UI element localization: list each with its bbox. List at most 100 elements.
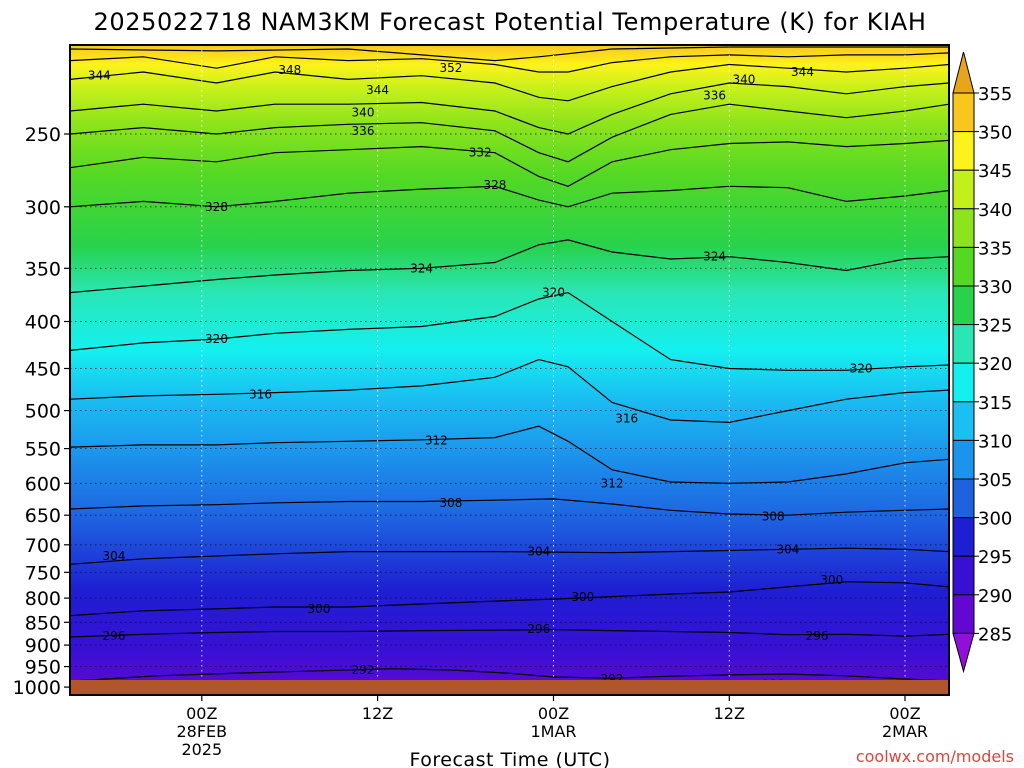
x-tick-date-label: 1MAR — [530, 722, 576, 741]
isentrope-label: 336 — [703, 89, 726, 103]
isentrope-line — [70, 547, 949, 565]
y-tick-label: 400 — [25, 312, 61, 334]
colorbar-label: 350 — [978, 123, 1012, 144]
isentrope-label: 340 — [732, 72, 755, 86]
isentrope-line — [70, 103, 949, 163]
isentrope-line — [70, 46, 949, 62]
isentrope-label: 308 — [762, 510, 785, 524]
x-tick-label: 12Z — [714, 704, 745, 723]
colorbar-label: 345 — [978, 161, 1012, 182]
isentrope-label: 328 — [483, 178, 506, 192]
grid-layer — [70, 45, 949, 695]
isentrope-layer: 2882922922962962963003003003043043043083… — [70, 46, 949, 691]
isentrope-label: 336 — [352, 124, 375, 138]
colorbar-label: 300 — [978, 509, 1012, 530]
y-axis: 2503003504004505005506006507007508008509… — [13, 124, 70, 699]
colorbar-segment — [952, 324, 975, 364]
x-tick-label: 00Z — [186, 704, 217, 723]
y-tick-label: 900 — [25, 635, 61, 657]
colorbar-segment — [952, 362, 975, 403]
isentrope-label: 344 — [88, 69, 111, 83]
isentrope-label: 324 — [410, 261, 433, 275]
colorbar-segment — [952, 594, 975, 634]
colorbar-label: 320 — [978, 354, 1012, 375]
isentrope-label: 332 — [469, 146, 492, 160]
credit-link[interactable]: coolwx.com/models — [856, 747, 1014, 766]
isentrope-line — [70, 52, 949, 73]
colorbar-segment — [952, 246, 975, 287]
colorbar-segment — [952, 51, 975, 94]
y-tick-label: 950 — [25, 657, 61, 679]
colorbar-label: 355 — [978, 84, 1012, 105]
colorbar: 355 350 345 340 335 330 325 320 315 310 305 300 295 2… — [952, 51, 1012, 674]
colorbar-segment — [952, 169, 975, 210]
ground-strip — [70, 680, 949, 695]
isentrope-label: 296 — [103, 629, 126, 643]
isentrope-line — [70, 668, 949, 682]
y-tick-label: 800 — [25, 588, 61, 610]
x-tick-date-label: 2MAR — [882, 722, 928, 741]
isentrope-label: 344 — [791, 65, 814, 79]
plot-frame — [69, 44, 950, 696]
y-tick-label: 700 — [25, 535, 61, 557]
colorbar-label: 325 — [978, 316, 1012, 337]
isentrope-line — [70, 358, 949, 424]
y-tick-label: 1000 — [13, 677, 61, 699]
x-tick-label: 00Z — [889, 704, 920, 723]
colorbar-segment — [952, 92, 975, 133]
isentrope-label: 340 — [352, 106, 375, 120]
y-tick-label: 600 — [25, 473, 61, 495]
isentrope-line — [70, 239, 949, 294]
colorbar-label: 285 — [978, 624, 1012, 645]
colorbar-label: 335 — [978, 238, 1012, 259]
isentrope-label: 352 — [439, 61, 462, 75]
isentrope-label: 296 — [806, 629, 829, 643]
y-tick-label: 450 — [25, 359, 61, 381]
isentrope-label: 292 — [352, 663, 375, 677]
isentrope-label: 348 — [278, 63, 301, 77]
colorbar-segment — [952, 401, 975, 441]
isentrope-line — [70, 498, 949, 516]
isentrope-label: 296 — [527, 622, 550, 636]
isentrope-label: 312 — [601, 476, 624, 490]
y-tick-label: 850 — [25, 612, 61, 634]
x-tick-label: 00Z — [538, 704, 569, 723]
colorbar-segment — [952, 439, 975, 480]
y-tick-label: 300 — [25, 197, 61, 219]
colorbar-label: 330 — [978, 277, 1012, 298]
chart-title: 2025022718 NAM3KM Forecast Potential Tem… — [94, 8, 927, 36]
colorbar-label: 340 — [978, 200, 1012, 221]
isentrope-line — [70, 63, 949, 102]
colorbar-segment — [952, 285, 975, 326]
colorbar-segment — [952, 632, 975, 674]
colorbar-label: 295 — [978, 547, 1012, 568]
isentrope-label: 300 — [308, 602, 331, 616]
colorbar-label: 305 — [978, 470, 1012, 491]
isentrope-label: 300 — [820, 573, 843, 587]
colorbar-label: 310 — [978, 431, 1012, 452]
isentrope-label: 320 — [205, 332, 228, 346]
x-tick-date-label: 28FEB — [176, 722, 227, 741]
isentrope-line — [70, 581, 949, 617]
colorbar-segment — [952, 555, 975, 596]
isentrope-label: 308 — [439, 496, 462, 510]
isentrope-label: 304 — [103, 549, 126, 563]
colorbar-segment — [952, 208, 975, 248]
x-tick-label: 12Z — [362, 704, 393, 723]
colorbar-segment — [952, 131, 975, 171]
colorbar-segment — [952, 517, 975, 557]
colorbar-segment — [952, 478, 975, 519]
isentrope-line — [70, 185, 949, 208]
x-axis-title: Forecast Time (UTC) — [410, 749, 611, 768]
isentrope-line — [70, 425, 949, 484]
y-tick-label: 550 — [25, 439, 61, 461]
x-tick-year-label: 2025 — [181, 740, 222, 759]
isentrope-label: 316 — [615, 412, 638, 426]
isentrope-label: 304 — [527, 545, 550, 559]
isentrope-line — [70, 629, 949, 638]
plot-area: 2882922922962962963003003003043043043083… — [69, 44, 950, 696]
isentrope-label: 304 — [776, 542, 799, 556]
isentrope-label: 320 — [542, 286, 565, 300]
